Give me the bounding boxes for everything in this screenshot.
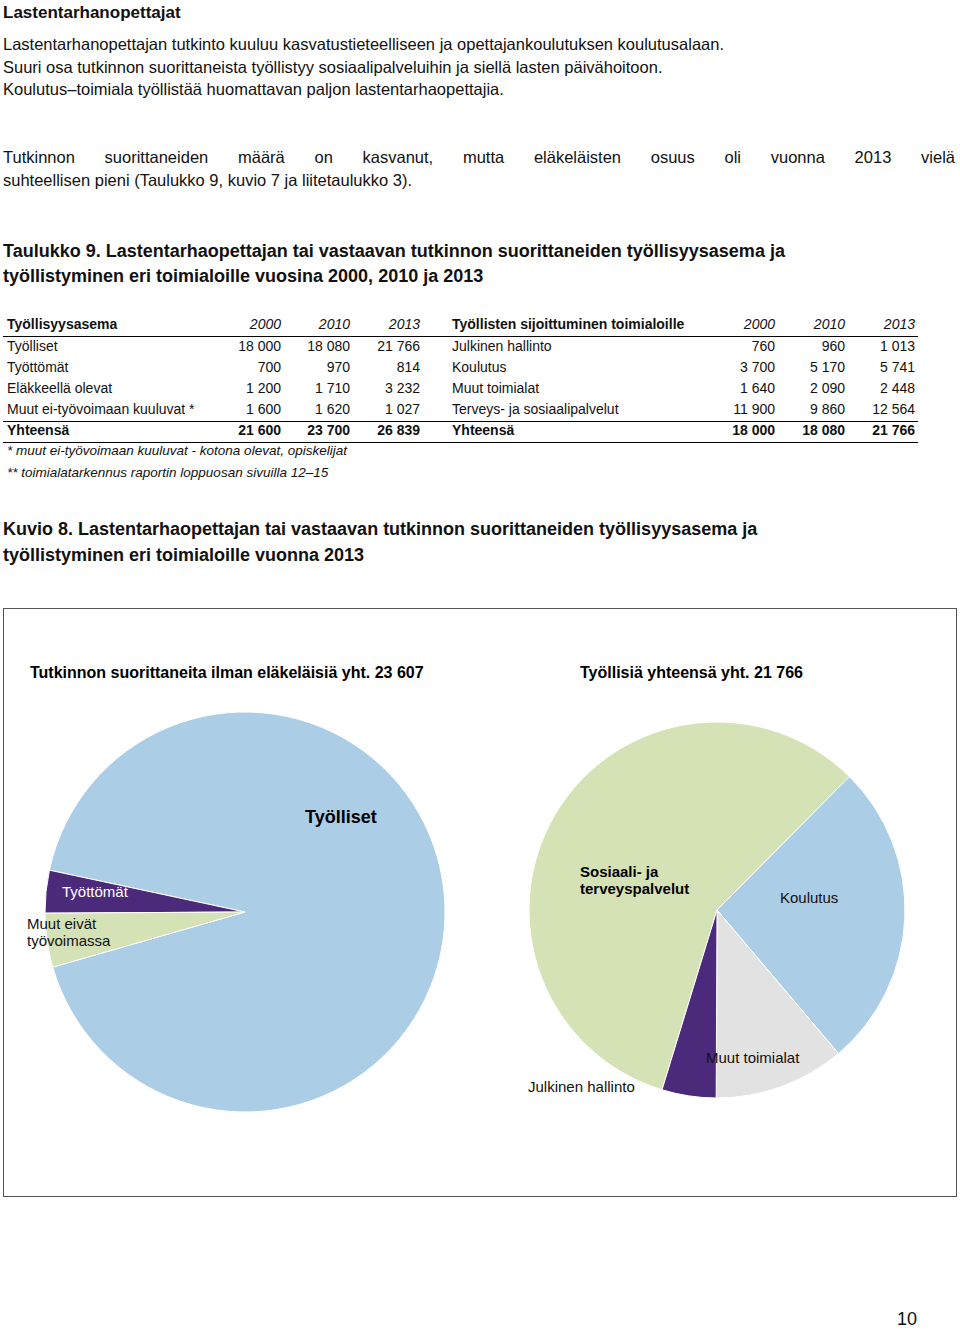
table-cell: 1 200 [0,380,281,396]
table-cell: Muut toimialat [452,380,539,396]
slice-label: Muut toimialat [706,1049,800,1066]
paragraph-line: Tutkinnon suorittaneiden määrä on kasvan… [3,148,955,167]
table-header: Työllisyysasema [7,316,117,332]
table-cell: 3 700 [475,359,775,375]
table-header: 2010 [50,316,350,332]
paragraph-line: Suuri osa tutkinnon suorittaneista työll… [3,58,662,77]
table-rule [3,336,918,337]
table-cell: 21 600 [0,422,281,438]
slice-label: Sosiaali- jaterveyspalvelut [580,863,689,897]
slice-label: Työlliset [305,807,377,827]
figure-caption: työllistyminen eri toimialoille vuonna 2… [3,545,364,566]
table-cell: 2 448 [615,380,915,396]
table-header: 2000 [0,316,281,332]
page: Lastentarhanopettajat Lastentarhanopettaj… [0,0,960,1330]
slice-label-line: Julkinen hallinto [528,1078,635,1095]
paragraph-line: Lastentarhanopettajan tutkinto kuuluu ka… [3,35,724,54]
table-rule [3,442,918,443]
table-cell: 2 090 [545,380,845,396]
figure-frame [4,609,957,1197]
table-cell: Eläkkeellä olevat [7,380,112,396]
table-cell: 18 080 [50,338,350,354]
figure-caption: Kuvio 8. Lastentarhaopettajan tai vastaa… [3,519,757,540]
slice-label-line: Muut eivät [27,915,97,932]
pie-slice [662,910,717,1098]
table-cell: 1 013 [615,338,915,354]
table-cell: 18 000 [475,422,775,438]
table-cell: 21 766 [615,422,915,438]
table-cell: Yhteensä [452,422,514,438]
table-cell: 9 860 [545,401,845,417]
page-number: 10 [897,1309,917,1330]
table-cell: 21 766 [120,338,420,354]
table-cell: 5 741 [615,359,915,375]
pie-title: Tutkinnon suorittaneita ilman eläkeläisi… [30,664,424,681]
table-cell: 970 [50,359,350,375]
table-cell: 3 232 [120,380,420,396]
pie-slice [716,910,838,1098]
slice-label-line: työvoimassa [27,932,111,949]
slice-label: Muut eivättyövoimassa [27,915,111,949]
slice-label: Työttömät [62,883,129,900]
table-cell: Julkinen hallinto [452,338,552,354]
table-cell: Muut ei-työvoimaan kuuluvat * [7,401,195,417]
slice-label-line: Sosiaali- ja [580,863,659,880]
table-cell: 1 620 [50,401,350,417]
table-cell: 700 [0,359,281,375]
table-cell: 1 600 [0,401,281,417]
table-header: 2010 [545,316,845,332]
table-caption: työllistyminen eri toimialoille vuosina … [3,266,483,287]
table-cell: 18 080 [545,422,845,438]
table-cell: Työlliset [7,338,58,354]
figure: Tutkinnon suorittaneita ilman eläkeläisi… [0,0,960,1330]
slice-label-line: Työlliset [305,807,377,827]
pie-title: Työllisiä yhteensä yht. 21 766 [580,664,803,681]
heading: Lastentarhanopettajat [3,3,181,23]
pie-slice [45,870,245,913]
paragraph-line: Koulutus–toimiala työllistää huomattavan… [3,80,504,99]
table-cell: 23 700 [50,422,350,438]
table-cell: 26 839 [120,422,420,438]
slice-label-line: terveyspalvelut [580,880,689,897]
table-cell: 1 710 [50,380,350,396]
table-cell: 814 [120,359,420,375]
pie [529,722,905,1098]
table-cell: 12 564 [615,401,915,417]
slice-label-line: Työttömät [62,883,129,900]
table-cell: 18 000 [0,338,281,354]
slice-label-line: Koulutus [780,889,838,906]
slice-label: Julkinen hallinto [528,1078,635,1095]
slice-label-line: Muut toimialat [706,1049,800,1066]
paragraph-line: suhteellisen pieni (Taulukko 9, kuvio 7 … [3,171,412,190]
table-cell: 5 170 [545,359,845,375]
table-cell: 11 900 [475,401,775,417]
table-cell: 960 [545,338,845,354]
table-cell: Terveys- ja sosiaalipalvelut [452,401,619,417]
table-cell: 760 [475,338,775,354]
table-cell: 1 027 [120,401,420,417]
table-note: * muut ei-työvoimaan kuuluvat - kotona o… [7,443,347,458]
table-cell: Työttömät [7,359,68,375]
table-note: ** toimialatarkennus raportin loppuosan … [7,465,328,480]
table-header: 2000 [475,316,775,332]
table-header: 2013 [615,316,915,332]
table-caption: Taulukko 9. Lastentarhaopettajan tai vas… [3,241,785,262]
table-header: 2013 [120,316,420,332]
table-rule [3,421,918,422]
pie [45,712,445,1112]
table-cell: Yhteensä [7,422,69,438]
table-header: Työllisten sijoittuminen toimialoille [452,316,684,332]
table-cell: Koulutus [452,359,506,375]
slice-label: Koulutus [780,889,838,906]
table-cell: 1 640 [475,380,775,396]
